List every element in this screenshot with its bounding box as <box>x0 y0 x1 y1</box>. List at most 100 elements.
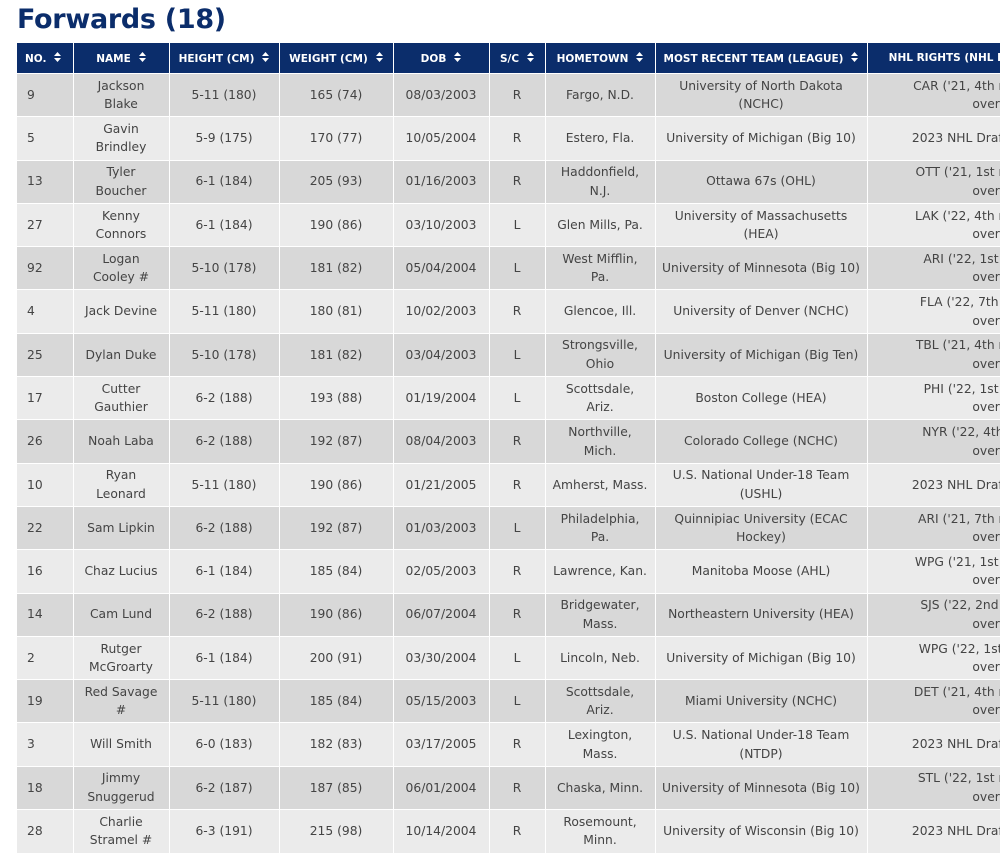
cell-shoots: L <box>488 202 545 247</box>
cell-team: Miami University (NCHC) <box>654 679 867 723</box>
column-header-name[interactable]: NAME <box>72 43 169 74</box>
cell-height: 6-2 (188) <box>168 592 279 637</box>
column-header-shoots[interactable]: S/C <box>488 43 545 74</box>
column-header-hometown[interactable]: HOMETOWN <box>544 43 655 74</box>
cell-height: 6-1 (184) <box>168 159 279 204</box>
cell-name: Red Savage # <box>72 679 169 723</box>
cell-height: 5-11 (180) <box>168 289 279 334</box>
cell-team: University of North Dakota (NCHC) <box>654 72 867 117</box>
cell-hometown: Scottsdale, Ariz. <box>544 376 655 420</box>
cell-height: 6-2 (188) <box>168 376 279 420</box>
cell-hometown: Bridgewater, Mass. <box>544 592 655 637</box>
cell-weight: 190 (86) <box>278 462 393 507</box>
column-header-height[interactable]: HEIGHT (CM) <box>168 43 279 74</box>
cell-number: 18 <box>17 765 73 810</box>
cell-shoots: R <box>488 289 545 334</box>
cell-number: 3 <box>17 722 73 767</box>
cell-weight: 185 (84) <box>278 549 393 594</box>
cell-height: 5-11 (180) <box>168 72 279 117</box>
cell-shoots: L <box>488 376 545 420</box>
cell-nhl-rights: 2023 NHL Draft E <box>866 462 1000 507</box>
column-header-nhl-rights[interactable]: NHL RIGHTS (NHL D <box>866 43 1000 74</box>
cell-name: Tyler Boucher <box>72 159 169 204</box>
table-row: 3 Will Smith 6-0 (183) 182 (83) 03/17/2005 R L… <box>17 722 1000 767</box>
cell-team: University of Michigan (Big 10) <box>654 116 867 161</box>
cell-number: 19 <box>17 679 73 723</box>
cell-team: University of Michigan (Big 10) <box>654 635 867 680</box>
sort-icon[interactable] <box>375 51 383 65</box>
cell-team: University of Denver (NCHC) <box>654 289 867 334</box>
cell-number: 27 <box>17 202 73 247</box>
cell-dob: 03/04/2003 <box>392 332 489 377</box>
cell-name: Cutter Gauthier <box>72 376 169 420</box>
cell-height: 6-2 (187) <box>168 765 279 810</box>
column-header-dob[interactable]: DOB <box>392 43 489 74</box>
cell-hometown: Lincoln, Neb. <box>544 635 655 680</box>
sort-icon[interactable] <box>636 51 644 65</box>
cell-nhl-rights: STL ('22, 1st rd., overall) <box>866 765 1000 810</box>
cell-name: Jack Devine <box>72 289 169 334</box>
cell-weight: 170 (77) <box>278 116 393 161</box>
table-row: 27 Kenny Connors 6-1 (184) 190 (86) 03/10/20… <box>17 202 1000 247</box>
cell-nhl-rights: PHI ('22, 1st rd. overall) <box>866 376 1000 420</box>
cell-number: 5 <box>17 116 73 161</box>
cell-name: Rutger McGroarty <box>72 635 169 680</box>
cell-number: 22 <box>17 505 73 550</box>
cell-hometown: Haddonfield, N.J. <box>544 159 655 204</box>
sort-icon[interactable] <box>54 51 62 65</box>
table-row: 13 Tyler Boucher 6-1 (184) 205 (93) 01/16/20… <box>17 159 1000 204</box>
cell-team: Boston College (HEA) <box>654 376 867 420</box>
cell-team: University of Massachusetts (HEA) <box>654 202 867 247</box>
cell-name: Jackson Blake <box>72 72 169 117</box>
cell-dob: 03/17/2005 <box>392 722 489 767</box>
cell-shoots: R <box>488 722 545 767</box>
cell-team: U.S. National Under-18 Team (USHL) <box>654 462 867 507</box>
cell-hometown: Philadelphia, Pa. <box>544 505 655 550</box>
table-header-row: NO. NAME HEIGHT (CM) WEIGHT (CM) DOB S/C HOMET… <box>17 43 1000 74</box>
column-header-number[interactable]: NO. <box>17 43 73 74</box>
column-header-team[interactable]: MOST RECENT TEAM (LEAGUE) <box>654 43 867 74</box>
sort-icon[interactable] <box>138 51 146 65</box>
cell-shoots: L <box>488 332 545 377</box>
cell-shoots: R <box>488 462 545 507</box>
table-row: 5 Gavin Brindley 5-9 (175) 170 (77) 10/05/20… <box>17 116 1000 161</box>
cell-weight: 205 (93) <box>278 159 393 204</box>
cell-name: Gavin Brindley <box>72 116 169 161</box>
sort-icon[interactable] <box>527 51 535 65</box>
cell-team: University of Michigan (Big Ten) <box>654 332 867 377</box>
cell-dob: 03/10/2003 <box>392 202 489 247</box>
cell-height: 6-1 (184) <box>168 202 279 247</box>
cell-hometown: Strongsville, Ohio <box>544 332 655 377</box>
cell-hometown: Glen Mills, Pa. <box>544 202 655 247</box>
cell-name: Cam Lund <box>72 592 169 637</box>
cell-number: 10 <box>17 462 73 507</box>
cell-team: Colorado College (NCHC) <box>654 419 867 464</box>
sort-icon[interactable] <box>262 51 270 65</box>
cell-shoots: L <box>488 635 545 680</box>
sort-icon[interactable] <box>454 51 462 65</box>
cell-height: 5-9 (175) <box>168 116 279 161</box>
cell-number: 2 <box>17 635 73 680</box>
cell-name: Will Smith <box>72 722 169 767</box>
cell-number: 92 <box>17 246 73 290</box>
cell-nhl-rights: NYR ('22, 4th rc overall) <box>866 419 1000 464</box>
cell-team: Ottawa 67s (OHL) <box>654 159 867 204</box>
cell-team: Northeastern University (HEA) <box>654 592 867 637</box>
cell-number: 17 <box>17 376 73 420</box>
cell-number: 16 <box>17 549 73 594</box>
cell-team: Manitoba Moose (AHL) <box>654 549 867 594</box>
cell-shoots: R <box>488 765 545 810</box>
table-row: 18 Jimmy Snuggerud 6-2 (187) 187 (85) 06/01/… <box>17 765 1000 810</box>
cell-dob: 06/07/2004 <box>392 592 489 637</box>
cell-nhl-rights: OTT ('21, 1st rd., overall) <box>866 159 1000 204</box>
cell-weight: 192 (87) <box>278 505 393 550</box>
cell-dob: 10/14/2004 <box>392 809 489 853</box>
cell-name: Jimmy Snuggerud <box>72 765 169 810</box>
column-label: HEIGHT (CM) <box>178 52 255 65</box>
column-header-weight[interactable]: WEIGHT (CM) <box>278 43 393 74</box>
cell-hometown: Glencoe, Ill. <box>544 289 655 334</box>
sort-icon[interactable] <box>851 51 859 65</box>
cell-height: 6-3 (191) <box>168 809 279 853</box>
cell-team: U.S. National Under-18 Team (NTDP) <box>654 722 867 767</box>
cell-height: 5-10 (178) <box>168 332 279 377</box>
